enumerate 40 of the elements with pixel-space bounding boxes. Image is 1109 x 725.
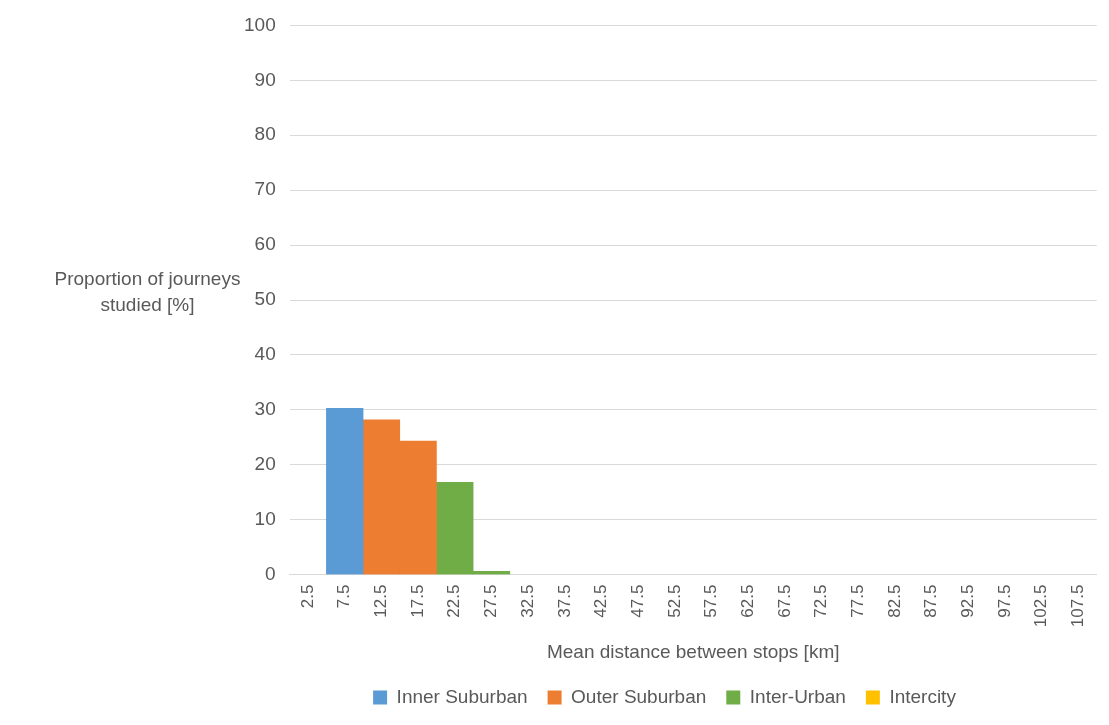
legend-label: Intercity — [889, 685, 957, 707]
x-tick-label: 82.5 — [884, 584, 904, 618]
y-tick-label: 10 — [254, 507, 276, 529]
y-tick-label: 50 — [254, 288, 276, 310]
x-tick-label: 32.5 — [517, 584, 537, 618]
x-tick-label: 2.5 — [297, 584, 317, 609]
y-tick-label: 70 — [254, 178, 276, 200]
x-tick-label: 22.5 — [444, 584, 464, 618]
bar — [326, 407, 364, 575]
y-tick-label: 30 — [254, 398, 276, 420]
x-tick-label: 77.5 — [847, 584, 867, 618]
x-tick-label: 102.5 — [1031, 584, 1051, 628]
x-tick-label: 92.5 — [958, 584, 978, 618]
y-tick-label: 40 — [254, 343, 276, 365]
legend-label: Inter-Urban — [749, 685, 846, 707]
x-axis-title: Mean distance between stops [km] — [546, 640, 840, 662]
x-tick-label: 12.5 — [371, 584, 391, 618]
x-tick-label: 42.5 — [591, 584, 611, 618]
x-tick-label: 37.5 — [554, 584, 574, 618]
legend-label: Outer Suburban — [571, 685, 707, 707]
x-tick-label: 17.5 — [407, 584, 427, 618]
x-tick-label: 107.5 — [1068, 584, 1088, 628]
x-tick-label: 97.5 — [994, 584, 1014, 618]
x-tick-label: 87.5 — [921, 584, 941, 618]
x-tick-label: 62.5 — [737, 584, 757, 618]
x-tick-label: 67.5 — [774, 584, 794, 618]
x-tick-label: 72.5 — [811, 584, 831, 618]
y-tick-label: 60 — [254, 233, 276, 255]
y-tick-label: 90 — [254, 68, 276, 90]
y-tick-label: 0 — [265, 562, 276, 584]
y-axis-title: Proportion of journeys studied [%] — [53, 267, 242, 317]
y-tick-label: 100 — [244, 13, 276, 35]
x-tick-label: 57.5 — [701, 584, 721, 618]
y-tick-label: 20 — [254, 453, 276, 475]
x-tick-label: 27.5 — [481, 584, 501, 618]
x-tick-label: 52.5 — [664, 584, 684, 618]
y-tick-label: 80 — [254, 123, 276, 145]
x-tick-label: 47.5 — [627, 584, 647, 618]
x-tick-label: 7.5 — [334, 584, 354, 609]
legend-label: Inner Suburban — [396, 685, 528, 707]
